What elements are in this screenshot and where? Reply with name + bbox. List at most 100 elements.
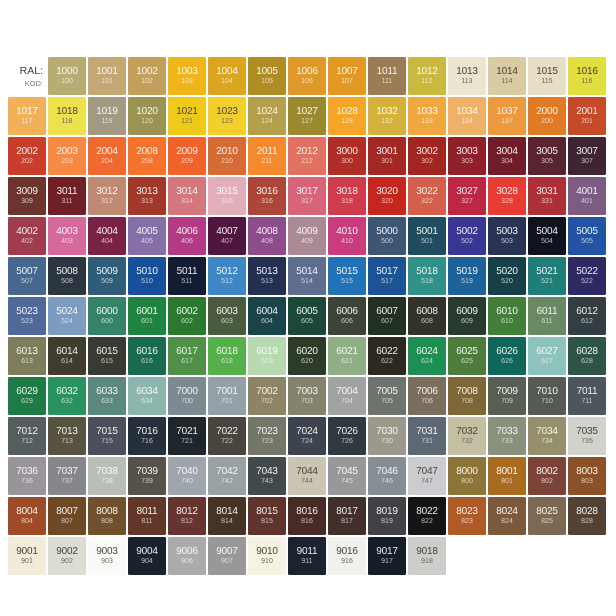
color-swatch-3014: 3014 314 bbox=[168, 177, 206, 215]
color-swatch-3031: 3031 331 bbox=[528, 177, 566, 215]
ral-code: 203 bbox=[61, 158, 73, 165]
ral-code: 709 bbox=[501, 398, 513, 405]
ral-number: 7009 bbox=[496, 386, 518, 397]
ral-code: 134 bbox=[461, 118, 473, 125]
ral-code: 703 bbox=[301, 398, 313, 405]
ral-number: 4002 bbox=[16, 226, 38, 237]
color-swatch-6007: 6007 607 bbox=[368, 297, 406, 335]
ral-number: 3003 bbox=[456, 146, 478, 157]
color-swatch-3000: 3000 300 bbox=[328, 137, 366, 175]
ral-number: 9007 bbox=[216, 546, 238, 557]
color-swatch-7012: 7012 712 bbox=[8, 417, 46, 455]
ral-number: 6005 bbox=[296, 306, 318, 317]
ral-code: 127 bbox=[301, 118, 313, 125]
color-swatch-3017: 3017 317 bbox=[288, 177, 326, 215]
color-swatch-1037: 1037 137 bbox=[488, 97, 526, 135]
color-swatch-3001: 3001 301 bbox=[368, 137, 406, 175]
ral-code: 901 bbox=[21, 558, 33, 565]
ral-number: 5018 bbox=[416, 266, 438, 277]
ral-number: 2000 bbox=[536, 106, 558, 117]
ral-code: 621 bbox=[341, 358, 353, 365]
color-swatch-9017: 9017 917 bbox=[368, 537, 406, 575]
ral-code: 119 bbox=[101, 118, 113, 125]
ral-number: 4004 bbox=[96, 226, 118, 237]
color-swatch-9006: 9006 906 bbox=[168, 537, 206, 575]
color-swatch-6005: 6005 605 bbox=[288, 297, 326, 335]
ral-number: 5011 bbox=[176, 266, 198, 277]
ral-number: 6034 bbox=[136, 386, 158, 397]
ral-number: 6019 bbox=[256, 346, 278, 357]
ral-code: 609 bbox=[461, 318, 473, 325]
color-swatch-1034: 1034 134 bbox=[448, 97, 486, 135]
ral-number: 8014 bbox=[216, 506, 238, 517]
ral-number: 6008 bbox=[416, 306, 438, 317]
color-swatch-1014: 1014 114 bbox=[488, 57, 526, 95]
ral-number: 7030 bbox=[376, 426, 398, 437]
ral-code: 916 bbox=[341, 558, 353, 565]
ral-code: 410 bbox=[341, 238, 353, 245]
ral-number: 6001 bbox=[136, 306, 158, 317]
ral-code: 708 bbox=[461, 398, 473, 405]
ral-code: 812 bbox=[181, 518, 193, 525]
color-swatch-5023: 5023 523 bbox=[8, 297, 46, 335]
ral-code: 301 bbox=[381, 158, 393, 165]
ral-number: 1003 bbox=[176, 66, 198, 77]
color-swatch-8028: 8028 828 bbox=[568, 497, 606, 535]
ral-code: 313 bbox=[141, 198, 153, 205]
color-swatch-5008: 5008 508 bbox=[48, 257, 86, 295]
ral-code: 738 bbox=[101, 478, 113, 485]
color-swatch-1001: 1001 101 bbox=[88, 57, 126, 95]
ral-number: 6015 bbox=[96, 346, 118, 357]
ral-code: 903 bbox=[101, 558, 113, 565]
ral-label: RAL: bbox=[19, 64, 43, 77]
ral-number: 3028 bbox=[496, 186, 518, 197]
ral-number: 5022 bbox=[576, 266, 598, 277]
color-swatch-5009: 5009 509 bbox=[88, 257, 126, 295]
ral-number: 7034 bbox=[536, 426, 558, 437]
ral-number: 6018 bbox=[216, 346, 238, 357]
ral-code: 309 bbox=[21, 198, 33, 205]
ral-number: 3001 bbox=[376, 146, 398, 157]
ral-code: 501 bbox=[421, 238, 433, 245]
ral-code: 519 bbox=[461, 278, 473, 285]
ral-code: 116 bbox=[581, 78, 593, 85]
ral-code: 604 bbox=[261, 318, 273, 325]
color-swatch-8001: 8001 801 bbox=[488, 457, 526, 495]
ral-code: 404 bbox=[101, 238, 113, 245]
ral-number: 7024 bbox=[296, 426, 318, 437]
ral-code: 705 bbox=[381, 398, 393, 405]
ral-number: 1011 bbox=[376, 66, 398, 77]
color-swatch-7043: 7043 743 bbox=[248, 457, 286, 495]
color-swatch-3002: 3002 302 bbox=[408, 137, 446, 175]
color-swatch-7015: 7015 715 bbox=[88, 417, 126, 455]
ral-number: 6007 bbox=[376, 306, 398, 317]
color-swatch-4009: 4009 409 bbox=[288, 217, 326, 255]
ral-number: 5008 bbox=[56, 266, 78, 277]
color-swatch-7000: 7000 700 bbox=[168, 377, 206, 415]
ral-number: 6017 bbox=[176, 346, 198, 357]
color-swatch-1019: 1019 119 bbox=[88, 97, 126, 135]
ral-code: 503 bbox=[501, 238, 513, 245]
ral-code: 724 bbox=[301, 438, 313, 445]
color-swatch-6006: 6006 606 bbox=[328, 297, 366, 335]
ral-number: 8008 bbox=[96, 506, 118, 517]
color-swatch-9003: 9003 903 bbox=[88, 537, 126, 575]
ral-code: 120 bbox=[141, 118, 153, 125]
ral-number: 3014 bbox=[176, 186, 198, 197]
ral-number: 7036 bbox=[16, 466, 38, 477]
color-swatch-7008: 7008 708 bbox=[448, 377, 486, 415]
color-swatch-6014: 6014 614 bbox=[48, 337, 86, 375]
ral-code: 402 bbox=[21, 238, 33, 245]
color-swatch-6034: 6034 634 bbox=[128, 377, 166, 415]
ral-code: 106 bbox=[301, 78, 313, 85]
ral-code: 917 bbox=[381, 558, 393, 565]
ral-code: 633 bbox=[101, 398, 113, 405]
ral-code: 201 bbox=[581, 118, 593, 125]
ral-number: 9010 bbox=[256, 546, 278, 557]
color-swatch-5021: 5021 521 bbox=[528, 257, 566, 295]
color-swatch-8011: 8011 811 bbox=[128, 497, 166, 535]
ral-code: 508 bbox=[61, 278, 73, 285]
color-swatch-3007: 3007 307 bbox=[568, 137, 606, 175]
ral-code: 736 bbox=[21, 478, 33, 485]
ral-number: 6032 bbox=[56, 386, 78, 397]
